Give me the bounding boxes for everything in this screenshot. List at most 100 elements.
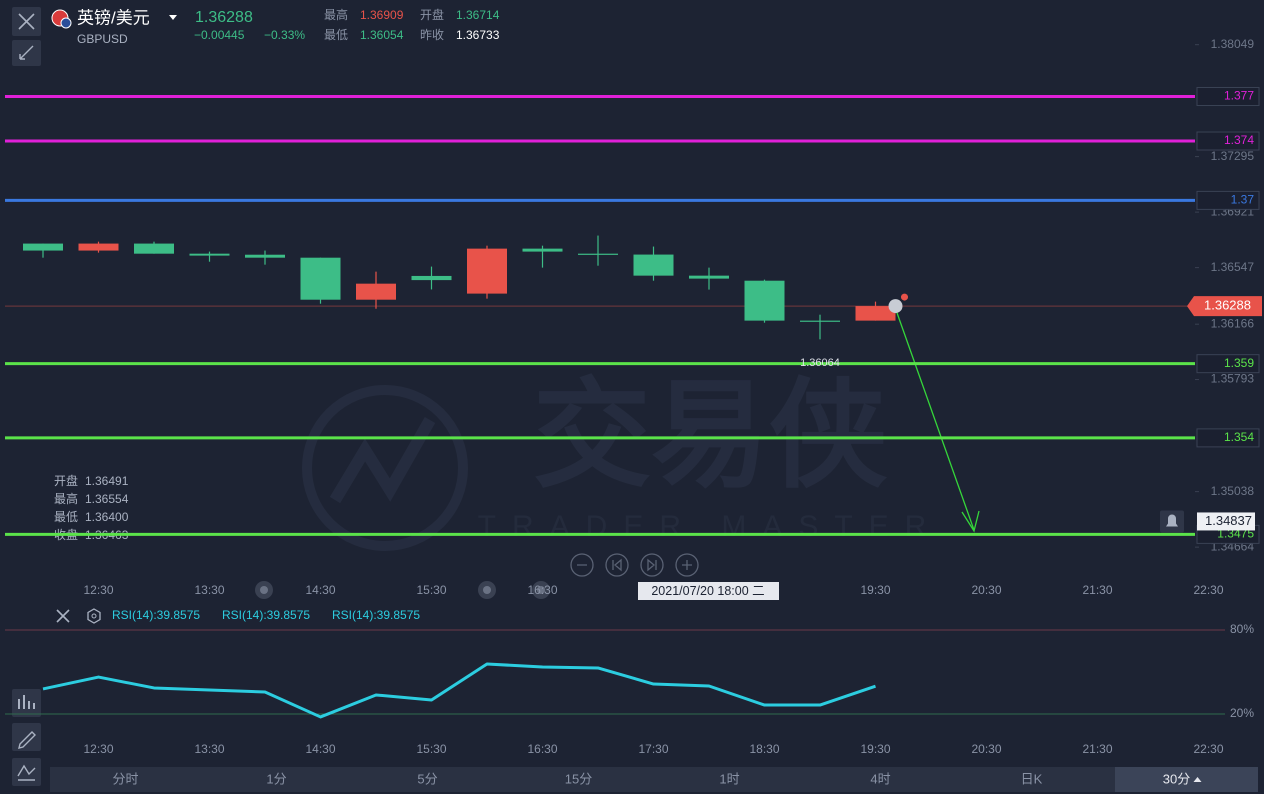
next-button[interactable]: [640, 553, 664, 577]
candle-body: [689, 275, 729, 279]
nav-icons: [577, 558, 692, 572]
stat-label: 最低: [324, 28, 348, 42]
legend-entry: RSI(14):39.8575: [112, 608, 200, 622]
y-tick-label: 1.36547: [1211, 260, 1255, 274]
candle-body: [78, 243, 119, 251]
tab[interactable]: 15分: [565, 771, 592, 786]
hover-value: 1.36554: [85, 492, 129, 506]
projection-arrow: [895, 309, 975, 531]
prev-button[interactable]: [605, 553, 629, 577]
hover-label: 开盘: [54, 473, 78, 488]
chart-type-button[interactable]: [12, 758, 41, 786]
candle-body: [855, 306, 896, 321]
x-tick-label: 13:30: [194, 583, 224, 597]
axis-markers: [255, 581, 550, 599]
candle-body: [800, 320, 840, 322]
tab-bar: [50, 767, 1258, 792]
candle-body: [522, 248, 563, 252]
tab[interactable]: 1分: [266, 771, 286, 786]
tab-selected[interactable]: [1115, 767, 1258, 792]
zoom-in-button[interactable]: [675, 553, 699, 577]
candle-body: [189, 253, 230, 256]
watermark-subtitle: TRADER MASTER: [478, 510, 943, 543]
level-tag: [1196, 428, 1260, 448]
alert-tag: [1197, 512, 1255, 531]
candle-body: [467, 248, 507, 294]
symbol-code: GBPUSD: [77, 32, 128, 46]
x-tick-label: 19:30: [860, 742, 890, 756]
stat-value: 1.36054: [360, 28, 404, 42]
watermark-logo: [329, 417, 436, 504]
x-tick-label: 14:30: [305, 583, 335, 597]
price-tag-label: 1.36288: [1204, 298, 1251, 313]
rsi-line: [42, 662, 876, 719]
stat-label: 昨收: [420, 28, 444, 42]
candle-body: [578, 253, 618, 255]
axis-marker-dot: [260, 586, 268, 594]
tab[interactable]: 分时: [112, 771, 138, 786]
stat-label: 最高: [324, 7, 348, 22]
hover-value: 1.36491: [85, 474, 129, 488]
tab[interactable]: 日K: [1021, 771, 1043, 786]
candle-body: [744, 280, 785, 321]
x-tick-label: 17:30: [638, 742, 668, 756]
zoom-out-button[interactable]: [570, 553, 594, 577]
x-tick-label: 14:30: [305, 742, 335, 756]
stat-value: 1.36733: [456, 28, 500, 42]
draw-icon: [18, 731, 36, 749]
x-tick-label: 12:30: [83, 583, 113, 597]
alert-label: 1.34837: [1205, 513, 1252, 528]
axis-marker-dot: [537, 586, 545, 594]
rsi-settings: [91, 613, 97, 619]
shrink-icon: [19, 45, 34, 60]
x-tick-label: 20:30: [971, 742, 1001, 756]
tab-arrow: [1193, 777, 1202, 782]
level-label: 1.37: [1231, 193, 1255, 207]
candle-body: [356, 283, 396, 300]
timeframe-tabs: 分时 1分 5分 15分 1时 4时 日K 30分: [50, 767, 1258, 792]
nav-controls: [570, 553, 699, 577]
y-tick-label: 80%: [1230, 622, 1254, 636]
level-tag: [1196, 354, 1260, 374]
x-tick-label: 22:30: [1193, 583, 1223, 597]
watermark-logo: [302, 385, 468, 551]
x-tick-label: 13:30: [194, 742, 224, 756]
level-tag: [1196, 190, 1260, 210]
candle-body: [411, 275, 452, 281]
percent-change: −0.33%: [264, 28, 305, 42]
tab[interactable]: 1时: [719, 771, 739, 786]
x-tick-label: 22:30: [1193, 742, 1223, 756]
legend-entry: RSI(14):39.8575: [222, 608, 310, 622]
candle-body: [300, 257, 341, 300]
tab[interactable]: 30分: [1163, 771, 1190, 786]
last-price: 1.36288: [195, 9, 253, 26]
hover-label: 最低: [54, 510, 78, 524]
candle-body: [245, 254, 285, 258]
stat-value: 1.36714: [456, 8, 500, 22]
y-tick-label: 1.35793: [1211, 372, 1255, 386]
price-tag: [1187, 296, 1262, 317]
hover-label: 最高: [54, 491, 78, 506]
arrow-head: [961, 510, 980, 533]
stat-label: 开盘: [420, 7, 444, 22]
info-icon[interactable]: [888, 299, 903, 314]
indicator-button[interactable]: [12, 689, 41, 717]
level-tag: [1196, 86, 1260, 106]
x-tick-label: 15:30: [416, 742, 446, 756]
y-tick-label: 20%: [1230, 706, 1254, 720]
level-tag: [1196, 131, 1260, 151]
x-tick-label: 16:30: [527, 742, 557, 756]
rsi-close[interactable]: [56, 609, 70, 623]
crosshair-tag: [638, 582, 779, 600]
dropdown-arrow[interactable]: [169, 15, 177, 20]
symbol-title[interactable]: 英镑/美元: [77, 8, 150, 27]
tab[interactable]: 5分: [417, 771, 437, 786]
tab[interactable]: 4时: [870, 771, 890, 786]
x-tick-label: 19:30: [860, 583, 890, 597]
low-marker: 1.36064: [800, 357, 840, 369]
rsi-settings[interactable]: [87, 608, 101, 624]
x-tick-label: 20:30: [971, 583, 1001, 597]
